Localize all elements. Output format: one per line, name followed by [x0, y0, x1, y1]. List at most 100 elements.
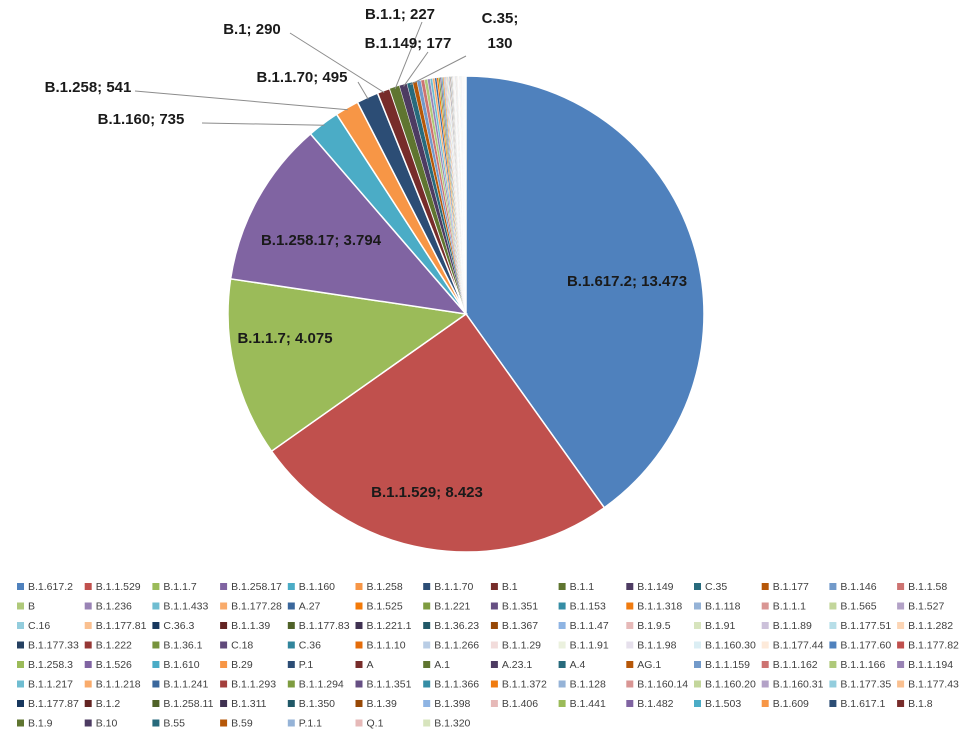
data-label-c-35-value: 130 — [487, 35, 512, 52]
pie-slice-b-1-258-17 — [229, 132, 468, 316]
legend-item-b-1-1-70: B.1.1.70 — [423, 581, 473, 593]
legend-label-b-1-351: B.1.351 — [502, 601, 538, 613]
legend-swatch-b-1-1-98 — [626, 641, 634, 649]
legend-item-b-1-503: B.1.503 — [694, 698, 741, 710]
legend-swatch-b-1-36-23 — [423, 622, 431, 629]
legend-swatch-b-1-91 — [694, 622, 701, 629]
legend-item-b-59: B.59 — [220, 718, 253, 730]
legend-swatch-b-1-177-35 — [829, 680, 837, 688]
legend-label-b-1-1-433: B.1.1.433 — [163, 601, 208, 613]
legend-swatch-b-1-1-529 — [84, 583, 92, 590]
legend-label-ag-1: AG.1 — [637, 659, 661, 671]
legend-label-b-1-1-293: B.1.1.293 — [231, 679, 276, 691]
legend-item-q-1: Q.1 — [355, 718, 384, 730]
legend-label-b: B — [28, 601, 35, 613]
legend-label-b-1-128: B.1.128 — [570, 679, 606, 691]
legend-item-b-1-153: B.1.153 — [558, 601, 606, 613]
legend-label-b-1-441: B.1.441 — [570, 698, 606, 710]
legend-item-b-1-177-33: B.1.177.33 — [17, 640, 79, 652]
legend-item-b: B — [17, 601, 35, 613]
legend-swatch-b-55 — [152, 719, 160, 727]
legend-swatch-a-4 — [558, 661, 566, 668]
legend-item-b-1-36-1: B.1.36.1 — [152, 640, 203, 652]
legend-swatch-b-1-9-5 — [626, 622, 634, 629]
legend-swatch-b-1-177-51 — [829, 622, 837, 629]
legend-label-b-1-177-83: B.1.177.83 — [299, 620, 350, 632]
legend-swatch-b-1-1-159 — [694, 661, 701, 668]
pie-slices — [227, 75, 705, 553]
legend-item-b-1-617-1: B.1.617.1 — [829, 698, 886, 710]
legend-label-a-27: A.27 — [299, 601, 321, 613]
legend-label-b-1-36-23: B.1.36.23 — [434, 620, 479, 632]
legend-label-b-1-177-33: B.1.177.33 — [28, 640, 79, 652]
legend-swatch-b-1-527 — [897, 602, 905, 610]
legend-swatch-b-1-160-14 — [626, 680, 634, 688]
legend-label-a-23-1: A.23.1 — [502, 659, 533, 671]
legend-item-b-1-1-294: B.1.1.294 — [287, 679, 344, 691]
legend-label-b-1-146: B.1.146 — [840, 581, 876, 593]
legend-label-b-1-1-159: B.1.1.159 — [705, 659, 750, 671]
data-label-b-1-258-17: B.1.258.17; 3.794 — [261, 232, 382, 249]
legend-item-b-1-350: B.1.350 — [287, 698, 335, 710]
legend-item-b-1-258: B.1.258 — [355, 581, 403, 593]
leader-line-b-1-160 — [201, 122, 325, 126]
legend-label-b-1-1-351: B.1.1.351 — [367, 679, 412, 691]
legend-swatch-b-1-160-20 — [694, 680, 701, 688]
legend-item-b-1-367: B.1.367 — [490, 620, 538, 632]
legend-item-b-1-320: B.1.320 — [423, 718, 471, 730]
legend-label-b-1-258-11: B.1.258.11 — [163, 698, 213, 710]
legend-label-a-1: A.1 — [434, 659, 450, 671]
legend-label-b-1-177-28: B.1.177.28 — [231, 601, 282, 613]
legend-item-b-1-8: B.1.8 — [897, 698, 933, 710]
legend-item-b-1-1-10: B.1.1.10 — [355, 640, 406, 652]
legend-label-b-1-482: B.1.482 — [637, 698, 673, 710]
legend-swatch-b-1-609 — [761, 700, 769, 707]
legend-swatch-b-1-1-351 — [355, 680, 363, 688]
legend-label-b-1-1-166: B.1.1.166 — [840, 659, 885, 671]
legend-swatch-b-1-177 — [761, 583, 769, 590]
legend-item-b-1-36-23: B.1.36.23 — [423, 620, 479, 632]
legend-label-b-1-177-60: B.1.177.60 — [840, 640, 891, 652]
legend-item-b-1-1-318: B.1.1.318 — [626, 601, 682, 613]
legend-swatch-b-1-177-82 — [897, 641, 905, 649]
legend-label-b-1-149: B.1.149 — [637, 581, 673, 593]
legend-item-b-1-128: B.1.128 — [558, 679, 606, 691]
legend-item-b-1-617-2: B.1.617.2 — [17, 581, 73, 593]
legend-item-b-1-1-7: B.1.1.7 — [152, 581, 197, 593]
legend-item-b-1-311: B.1.311 — [220, 698, 267, 710]
legend-item-b-1-160: B.1.160 — [287, 581, 335, 593]
legend-label-c-36: C.36 — [299, 640, 321, 652]
legend-swatch-b-1-1-318 — [626, 602, 634, 610]
legend-swatch-b-1-526 — [84, 661, 92, 668]
legend-item-b-1-258-11: B.1.258.11 — [152, 698, 214, 710]
legend-item-a-23-1: A.23.1 — [490, 659, 533, 671]
legend-swatch-b-1-258-11 — [152, 700, 160, 707]
legend-label-b-1-39: B.1.39 — [367, 698, 398, 710]
legend-swatch-b-1-1-58 — [897, 583, 905, 590]
legend-item-b-1-177-35: B.1.177.35 — [829, 679, 891, 691]
legend-item-b-1-177-44: B.1.177.44 — [761, 640, 824, 652]
legend-swatch-b-1-177-81 — [84, 622, 92, 629]
legend-swatch-b-1-118 — [694, 602, 701, 610]
legend-item-a-27: A.27 — [287, 601, 321, 613]
legend-label-b-1-1: B.1.1 — [570, 581, 595, 593]
legend-swatch-b-1-1-162 — [761, 661, 769, 668]
legend-item-p-1-1: P.1.1 — [287, 718, 322, 730]
legend-swatch-b-1-610 — [152, 661, 160, 668]
legend-swatch-b-1-221-1 — [355, 622, 363, 629]
legend-item-a: A — [355, 659, 374, 671]
leader-line-b-1-258 — [134, 90, 348, 111]
legend-swatch-b-1-320 — [423, 719, 431, 727]
legend-label-b-1-8: B.1.8 — [908, 698, 933, 710]
legend-swatch-b-1-1-47 — [558, 622, 566, 629]
legend-label-b-1-320: B.1.320 — [434, 718, 470, 730]
legend-swatch-b-29 — [220, 661, 228, 668]
legend-swatch-b-1-1-29 — [490, 641, 498, 649]
legend-swatch-b-1-177-87 — [17, 700, 24, 707]
legend-swatch-b-1-1-266 — [423, 641, 431, 649]
legend-swatch-p-1 — [287, 661, 295, 668]
legend-label-b-1-503: B.1.503 — [705, 698, 741, 710]
legend-label-b-1-1-162: B.1.1.162 — [773, 659, 818, 671]
legend-label-b-1-1-217: B.1.1.217 — [28, 679, 73, 691]
legend-item-b-1-398: B.1.398 — [423, 698, 471, 710]
